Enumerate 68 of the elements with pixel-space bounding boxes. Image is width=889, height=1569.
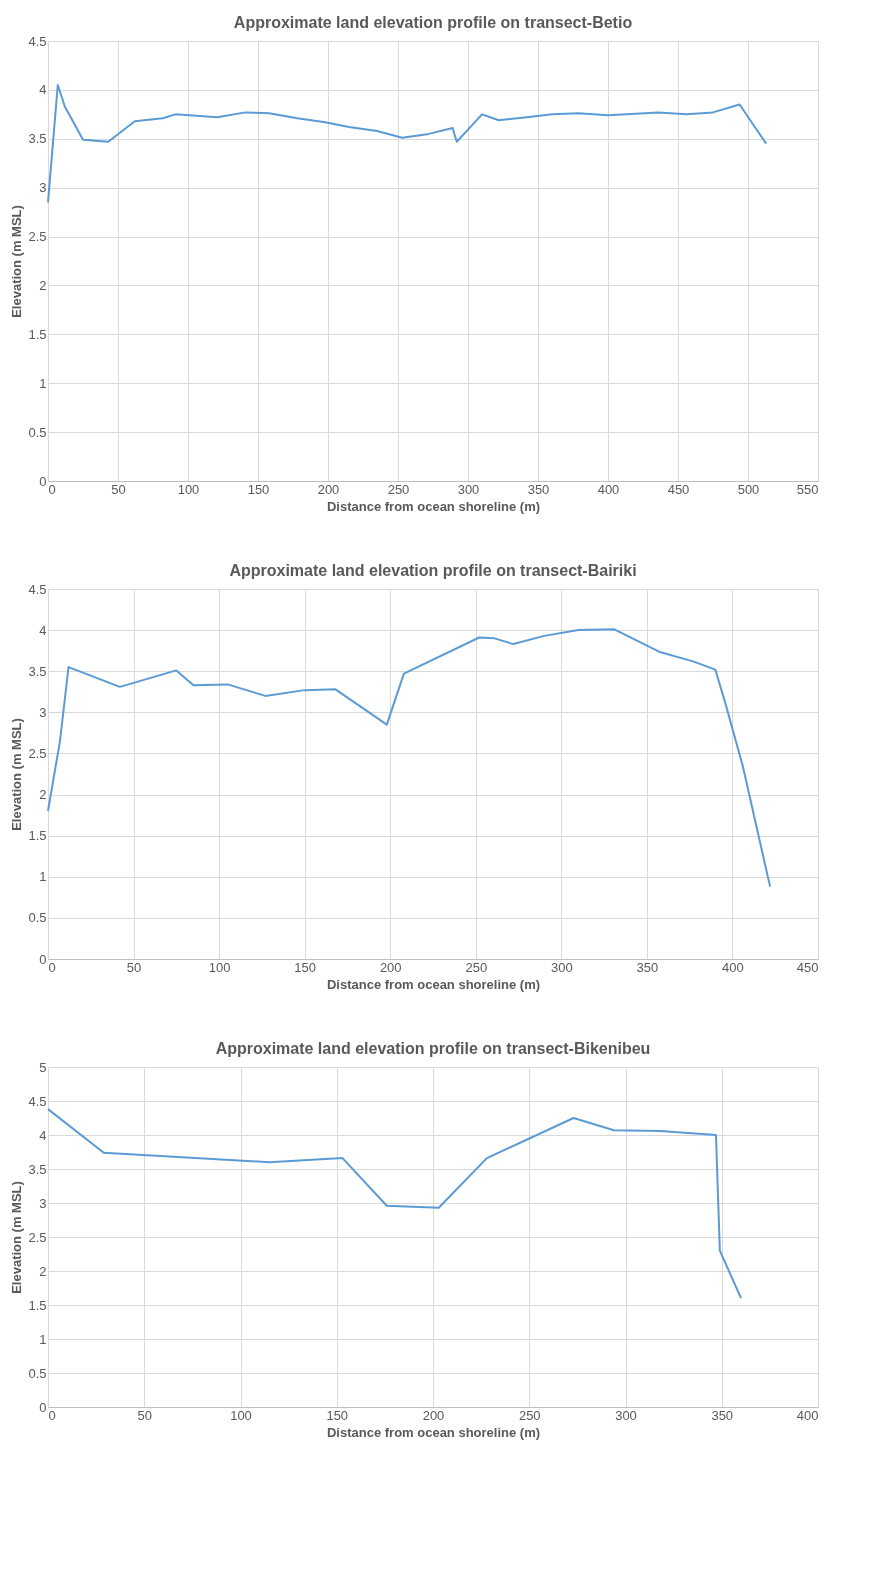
x-tick-label: 100 <box>230 1407 252 1423</box>
x-tick-label: 250 <box>465 959 488 975</box>
y-tick-label: 2 <box>39 277 47 293</box>
x-tick-label: 350 <box>711 1407 734 1423</box>
x-tick-label: 50 <box>126 959 142 975</box>
x-tick-label: 350 <box>636 959 659 975</box>
x-tick-label: 150 <box>247 481 270 497</box>
x-tick-label: 400 <box>597 481 620 497</box>
x-tick-label: 400 <box>722 959 744 975</box>
y-tick-label: 2.5 <box>28 745 47 761</box>
y-tick-label: 4 <box>39 622 47 638</box>
y-tick-label: 2 <box>39 1263 47 1279</box>
x-tick-label: 100 <box>208 959 231 975</box>
chart-title: Approximate land elevation profile on transect-Bikenibeu <box>215 1040 651 1057</box>
x-tick-label: 300 <box>615 1407 637 1423</box>
y-tick-label: 4.5 <box>28 33 47 49</box>
y-tick-label: 3.5 <box>28 1161 47 1177</box>
x-tick-label: 400 <box>796 1407 819 1423</box>
x-tick-label: 300 <box>550 959 573 975</box>
y-tick-label: 0.5 <box>28 424 47 440</box>
x-tick-label: 250 <box>518 1407 541 1423</box>
x-tick-label: 500 <box>737 481 760 497</box>
y-tick-label: 2 <box>39 787 47 803</box>
y-tick-label: 4.5 <box>28 1093 47 1109</box>
y-tick-label: 2.5 <box>28 1229 47 1245</box>
y-tick-label: 4.5 <box>28 581 47 597</box>
y-tick-label: 3.5 <box>28 663 47 679</box>
y-axis-title: Elevation (m MSL) <box>9 718 25 831</box>
line-series <box>47 1108 742 1300</box>
x-tick-label: 450 <box>796 959 819 975</box>
y-tick-label: 5 <box>39 1059 47 1075</box>
x-tick-label: 250 <box>387 481 410 497</box>
line-series <box>47 628 772 888</box>
y-tick-label: 1.5 <box>28 1297 47 1313</box>
x-tick-label: 550 <box>796 481 819 497</box>
x-axis-title: Distance from ocean shoreline (m) <box>326 1424 541 1440</box>
y-tick-label: 1.5 <box>28 326 47 342</box>
x-tick-label: 200 <box>317 481 340 497</box>
y-tick-label: 1 <box>39 1331 47 1347</box>
line-series <box>47 84 768 204</box>
y-tick-label: 1 <box>39 869 47 885</box>
y-tick-label: 3 <box>39 704 47 720</box>
x-tick-label: 450 <box>667 481 690 497</box>
x-axis-title: Distance from ocean shoreline (m) <box>326 976 541 992</box>
x-tick-label: 350 <box>527 481 550 497</box>
y-tick-label: 1.5 <box>28 828 47 844</box>
y-tick-label: 0.5 <box>28 910 47 926</box>
x-tick-label: 100 <box>177 481 200 497</box>
x-tick-label: 50 <box>137 1407 152 1423</box>
chart-title: Approximate land elevation profile on transect-Bairiki <box>229 562 637 579</box>
y-tick-label: 4 <box>39 82 47 98</box>
x-tick-label: 150 <box>326 1407 349 1423</box>
y-tick-label: 3.5 <box>28 131 47 147</box>
x-tick-label: 150 <box>294 959 317 975</box>
y-tick-label: 1 <box>39 375 47 391</box>
y-axis-title: Elevation (m MSL) <box>9 1181 25 1294</box>
y-axis-title: Elevation (m MSL) <box>9 205 25 318</box>
x-tick-label: 50 <box>111 481 126 497</box>
y-tick-label: 4 <box>39 1127 47 1143</box>
y-tick-label: 3 <box>39 180 47 196</box>
y-tick-label: 2.5 <box>28 229 47 245</box>
y-tick-label: 0.5 <box>28 1365 47 1381</box>
x-axis-title: Distance from ocean shoreline (m) <box>326 498 541 514</box>
x-tick-label: 200 <box>379 959 402 975</box>
y-tick-label: 3 <box>39 1195 47 1211</box>
x-tick-label: 200 <box>422 1407 445 1423</box>
x-tick-label: 300 <box>457 481 480 497</box>
chart-title: Approximate land elevation profile on transect-Betio <box>233 14 633 31</box>
